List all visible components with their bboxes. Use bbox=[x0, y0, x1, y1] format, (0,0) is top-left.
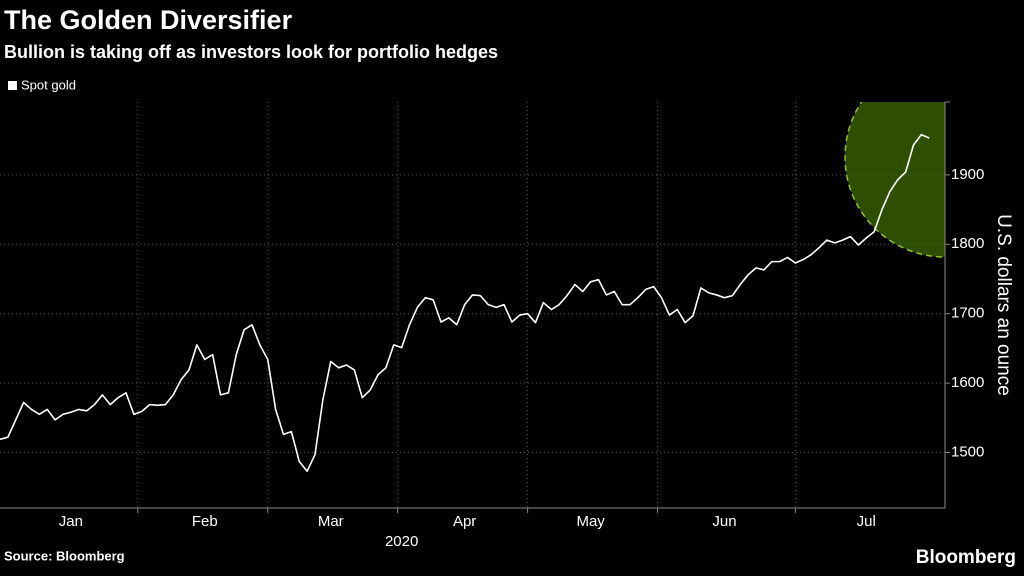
y-tick-label: 1600 bbox=[951, 374, 984, 391]
y-tick-label: 1500 bbox=[951, 443, 984, 460]
brand: Bloomberg bbox=[916, 547, 1016, 568]
line bbox=[0, 133, 930, 473]
x-tick-label: Apr bbox=[453, 513, 476, 530]
source: Source: Bloomberg bbox=[4, 548, 125, 563]
chart-subtitle: Bullion is taking off as investors look … bbox=[4, 42, 498, 62]
y-tick-label: 1800 bbox=[951, 235, 984, 252]
x-tick-label: Feb bbox=[192, 513, 218, 530]
x-axis-label: 2020 bbox=[385, 533, 418, 550]
chart-title: The Golden Diversifier bbox=[4, 5, 293, 35]
x-tick-label: Jun bbox=[712, 513, 736, 530]
highlight-circle bbox=[844, 102, 945, 258]
x-tick-label: May bbox=[576, 513, 605, 530]
x-tick-label: Jan bbox=[59, 513, 83, 530]
legend-label: Spot gold bbox=[21, 77, 76, 92]
y-axis-label: U.S. dollars an ounce bbox=[993, 214, 1014, 396]
x-tick-label: Jul bbox=[857, 513, 876, 530]
x-tick-label: Mar bbox=[318, 513, 344, 530]
highlight bbox=[844, 102, 945, 258]
y-tick-label: 1700 bbox=[951, 305, 984, 322]
y-tick-label: 1900 bbox=[951, 166, 984, 183]
legend-swatch bbox=[8, 81, 17, 90]
